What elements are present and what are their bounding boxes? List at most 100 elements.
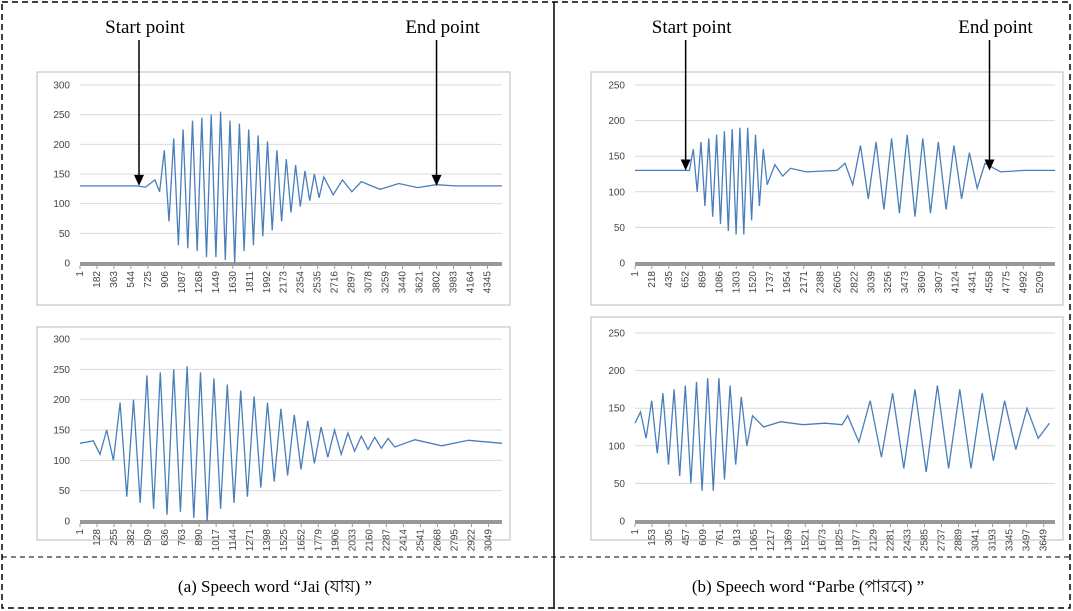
x-tick-label: 544 <box>126 271 137 288</box>
y-tick-label: 200 <box>608 366 625 377</box>
x-tick-label: 906 <box>160 271 171 288</box>
chart-frame <box>36 326 511 541</box>
waveform <box>79 366 503 522</box>
caption: (b) Speech word “Parbe (পারবে) ” <box>692 577 924 596</box>
x-tick-label: 1398 <box>262 529 273 552</box>
x-tick-label: 4775 <box>1001 271 1012 294</box>
x-tick-label: 1521 <box>800 529 811 552</box>
x-tick-label: 1737 <box>765 271 776 294</box>
y-tick-label: 50 <box>614 223 626 234</box>
x-tick-label: 1 <box>630 271 641 277</box>
y-tick-label: 150 <box>608 152 625 163</box>
y-tick-label: 100 <box>53 199 70 210</box>
x-tick-label: 3983 <box>449 271 460 294</box>
x-tick-label: 1906 <box>330 529 341 552</box>
y-tick-label: 50 <box>59 229 71 240</box>
x-tick-label: 3621 <box>415 271 426 294</box>
x-tick-label: 1825 <box>834 529 845 552</box>
x-tick-label: 2585 <box>919 529 930 552</box>
x-tick-label: 509 <box>143 529 154 546</box>
y-tick-label: 250 <box>53 365 70 376</box>
y-tick-label: 0 <box>619 517 625 528</box>
x-tick-label: 3049 <box>483 529 494 552</box>
x-tick-label: 2922 <box>466 529 477 552</box>
x-tick-label: 3041 <box>971 529 982 552</box>
x-tick-label: 2535 <box>313 271 324 294</box>
y-tick-label: 300 <box>53 335 70 346</box>
x-tick-label: 1086 <box>714 271 725 294</box>
y-tick-label: 150 <box>53 426 70 437</box>
y-tick-label: 0 <box>619 259 625 270</box>
x-axis <box>80 262 502 266</box>
x-tick-label: 255 <box>109 529 120 546</box>
x-tick-label: 5209 <box>1035 271 1046 294</box>
x-tick-label: 1977 <box>851 529 862 552</box>
x-tick-label: 2433 <box>902 529 913 552</box>
y-tick-label: 250 <box>608 329 625 340</box>
x-tick-label: 1369 <box>783 529 794 552</box>
y-tick-label: 300 <box>53 81 70 92</box>
x-tick-label: 1520 <box>748 271 759 294</box>
x-tick-label: 2354 <box>296 271 307 294</box>
x-tick-label: 2160 <box>364 529 375 552</box>
y-tick-label: 200 <box>53 140 70 151</box>
x-tick-label: 1 <box>75 529 86 535</box>
x-tick-label: 2173 <box>279 271 290 294</box>
x-tick-label: 2795 <box>449 529 460 552</box>
x-tick-label: 1779 <box>313 529 324 552</box>
x-tick-label: 2889 <box>954 529 965 552</box>
x-tick-label: 763 <box>177 529 188 546</box>
annotation-label: End point <box>405 17 480 38</box>
x-tick-label: 4124 <box>951 271 962 294</box>
y-tick-label: 250 <box>53 110 70 121</box>
x-tick-label: 2822 <box>849 271 860 294</box>
x-tick-label: 1673 <box>817 529 828 552</box>
caption: (a) Speech word “Jai (যায়) ” <box>178 577 372 596</box>
x-tick-label: 3193 <box>988 529 999 552</box>
x-tick-label: 869 <box>698 271 709 288</box>
annotation-label: Start point <box>105 17 185 38</box>
x-tick-label: 1630 <box>228 271 239 294</box>
x-tick-label: 2716 <box>330 271 341 294</box>
x-tick-label: 3039 <box>866 271 877 294</box>
x-tick-label: 3690 <box>917 271 928 294</box>
x-tick-label: 435 <box>664 271 675 288</box>
arrow-head <box>680 159 691 171</box>
x-tick-label: 2171 <box>799 271 810 294</box>
x-tick-label: 2605 <box>833 271 844 294</box>
x-tick-label: 3259 <box>381 271 392 294</box>
x-tick-label: 182 <box>92 271 103 288</box>
waveform <box>634 378 1050 491</box>
x-tick-label: 1652 <box>296 529 307 552</box>
x-tick-label: 1271 <box>245 529 256 552</box>
y-tick-label: 250 <box>608 81 625 92</box>
x-tick-label: 2129 <box>868 529 879 552</box>
x-axis <box>80 520 502 524</box>
x-tick-label: 218 <box>647 271 658 288</box>
annotation-label: Start point <box>652 17 732 38</box>
x-tick-label: 2414 <box>398 529 409 552</box>
x-tick-label: 382 <box>126 529 137 546</box>
x-tick-label: 913 <box>732 529 743 546</box>
chart-frame <box>590 316 1064 541</box>
waveform <box>635 127 1055 235</box>
y-tick-label: 50 <box>614 479 626 490</box>
annotation-label: End point <box>958 17 1033 38</box>
y-tick-label: 200 <box>53 395 70 406</box>
x-tick-label: 4992 <box>1018 271 1029 294</box>
x-tick-label: 1217 <box>766 529 777 552</box>
x-tick-label: 1 <box>630 529 641 535</box>
x-tick-label: 4164 <box>465 271 476 294</box>
x-tick-label: 1065 <box>749 529 760 552</box>
x-tick-label: 363 <box>109 271 120 288</box>
chart-frame <box>36 71 511 306</box>
waveform <box>80 111 502 264</box>
x-tick-label: 3802 <box>432 271 443 294</box>
x-axis <box>635 520 1055 524</box>
x-tick-label: 2541 <box>415 529 426 552</box>
x-tick-label: 1992 <box>262 271 273 294</box>
x-tick-label: 1268 <box>194 271 205 294</box>
x-tick-label: 609 <box>698 529 709 546</box>
y-tick-label: 0 <box>64 259 70 270</box>
